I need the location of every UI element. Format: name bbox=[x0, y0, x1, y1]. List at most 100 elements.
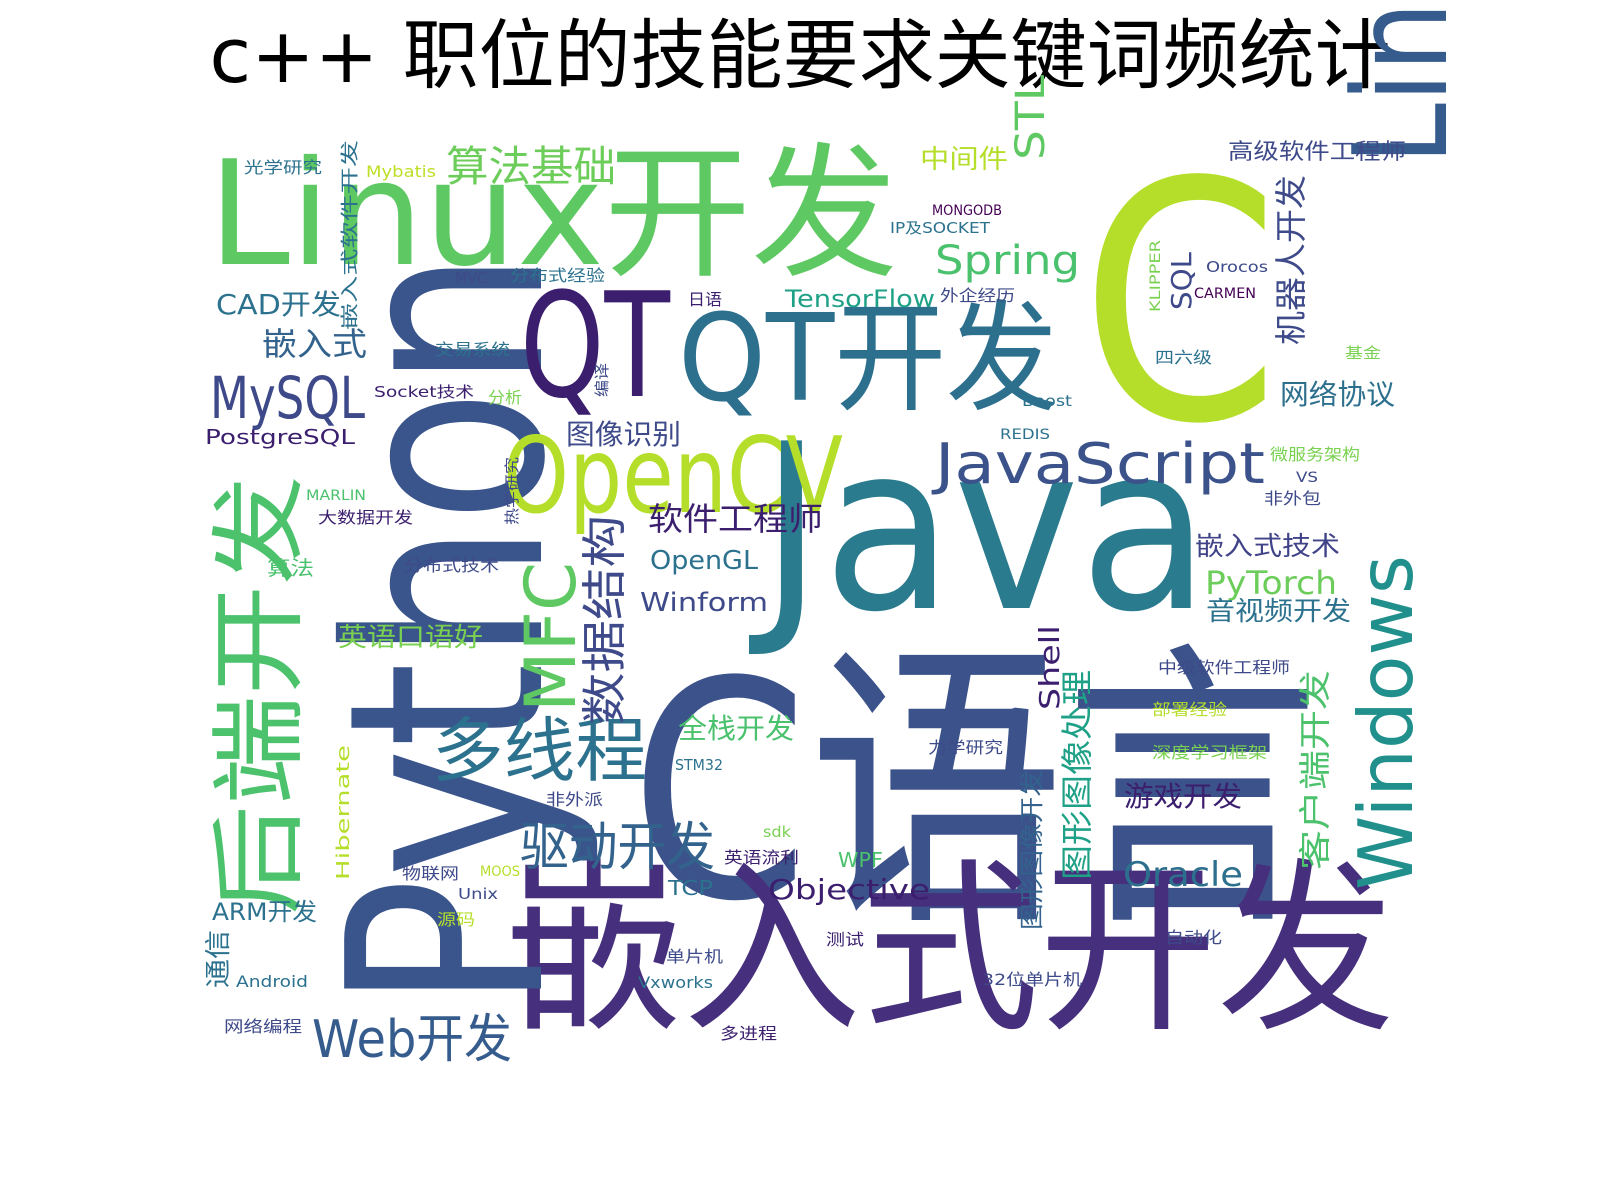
word-16: JavaScript bbox=[931, 432, 1265, 497]
word-38: 嵌入式 bbox=[262, 325, 367, 363]
word-87: 英语流利 bbox=[724, 848, 799, 867]
word-54: 分布式经验 bbox=[510, 266, 605, 285]
word-47: 高级软件工程师 bbox=[1228, 140, 1406, 165]
word-67: PostgreSQL bbox=[205, 425, 356, 449]
word-36: Objective bbox=[768, 873, 930, 906]
word-74: 非外包 bbox=[1264, 489, 1321, 508]
word-85: 物联网 bbox=[402, 864, 459, 883]
word-71: MARLIN bbox=[306, 488, 366, 504]
word-9: QT bbox=[520, 262, 670, 431]
word-77: 中级软件工程师 bbox=[1158, 658, 1290, 677]
word-39: CAD开发 bbox=[216, 288, 341, 321]
word-96: 单片机 bbox=[666, 947, 723, 966]
word-79: 力学研究 bbox=[928, 738, 1003, 757]
word-26: Oracle bbox=[1123, 855, 1243, 895]
word-24: 客户端开发 bbox=[1296, 670, 1334, 870]
word-68: REDIS bbox=[1000, 427, 1050, 443]
word-27: 软件工程师 bbox=[648, 500, 823, 538]
word-6: Linux开发 bbox=[208, 130, 898, 299]
word-4: Python bbox=[290, 250, 605, 1010]
word-73: 大数据开发 bbox=[318, 508, 413, 527]
word-13: MFC bbox=[510, 562, 592, 712]
word-97: Vxworks bbox=[638, 973, 713, 992]
word-84: sdk bbox=[763, 823, 791, 841]
word-5: C bbox=[1080, 112, 1280, 496]
word-31: 嵌入式技术 bbox=[1195, 532, 1340, 562]
word-61: 编译 bbox=[593, 363, 611, 397]
word-44: ARM开发 bbox=[212, 898, 317, 926]
word-12: Windows bbox=[1342, 555, 1430, 890]
word-29: Winform bbox=[640, 588, 768, 618]
word-43: 图形图像开发 bbox=[1018, 770, 1046, 930]
word-81: STM32 bbox=[675, 756, 723, 774]
word-10: OpenCV bbox=[503, 415, 843, 537]
word-25: 图形图像处理 bbox=[1058, 670, 1096, 880]
word-93: 自动化 bbox=[1165, 928, 1222, 947]
word-72: VS bbox=[1296, 470, 1318, 486]
word-55: 日语 bbox=[688, 290, 722, 309]
word-86: MOOS bbox=[480, 864, 520, 880]
word-64: Socket技术 bbox=[374, 383, 474, 401]
word-2: C语言 bbox=[630, 618, 1320, 967]
word-99: 网络编程 bbox=[224, 1017, 302, 1036]
word-83: 非外派 bbox=[546, 790, 603, 809]
word-8: QT开发 bbox=[678, 290, 1058, 429]
word-20: 算法基础 bbox=[446, 142, 616, 191]
word-45: SQL bbox=[1165, 252, 1198, 310]
word-94: 通信 bbox=[204, 930, 234, 988]
word-58: Orocos bbox=[1206, 258, 1268, 276]
word-48: 嵌入式软件开发 bbox=[340, 140, 361, 330]
word-82: Hibernate bbox=[333, 745, 354, 880]
word-69: 热学研究 bbox=[503, 457, 521, 525]
word-53: MVC bbox=[455, 269, 487, 287]
word-66: Boost bbox=[1022, 392, 1072, 410]
word-28: OpenGL bbox=[650, 546, 759, 576]
word-1: Java bbox=[749, 396, 1210, 663]
word-19: MySQL bbox=[210, 364, 365, 432]
word-40: 英语口语好 bbox=[338, 623, 483, 653]
word-14: 多线程 bbox=[432, 710, 647, 792]
word-3: 嵌入式开发 bbox=[505, 842, 1395, 1058]
word-50: Mybatis bbox=[366, 162, 436, 181]
word-76: 分布式技术 bbox=[404, 556, 499, 575]
word-42: Shell bbox=[1033, 625, 1066, 710]
word-18: Web开发 bbox=[312, 1010, 512, 1070]
word-59: CARMEN bbox=[1194, 286, 1256, 302]
word-7: Linux bbox=[1325, 0, 1477, 165]
word-15: 数据结构 bbox=[578, 515, 631, 725]
word-46: 中间件 bbox=[920, 145, 1008, 175]
word-91: 源码 bbox=[437, 910, 475, 929]
word-90: Unix bbox=[458, 885, 498, 903]
word-70: 微服务架构 bbox=[1270, 445, 1360, 464]
word-33: 游戏开发 bbox=[1124, 780, 1242, 813]
word-37: 网络协议 bbox=[1280, 378, 1395, 411]
word-56: 外企经历 bbox=[940, 286, 1015, 305]
word-60: 交易系统 bbox=[435, 340, 510, 359]
word-32: 音视频开发 bbox=[1206, 597, 1351, 627]
word-41: TensorFlow bbox=[784, 285, 935, 313]
word-51: MONGODB bbox=[932, 203, 1002, 219]
word-62: 四六级 bbox=[1155, 348, 1212, 367]
word-49: 光学研究 bbox=[244, 158, 322, 177]
word-100: 多进程 bbox=[720, 1024, 777, 1043]
word-22: STL bbox=[1008, 74, 1054, 160]
word-95: Android bbox=[236, 972, 308, 991]
word-34: 全栈开发 bbox=[678, 712, 794, 745]
word-65: 分析 bbox=[488, 388, 522, 407]
word-88: WPF bbox=[838, 848, 883, 872]
word-52: IP及SOCKET bbox=[890, 219, 991, 237]
word-98: 32位单片机 bbox=[982, 970, 1082, 989]
word-89: TCP bbox=[667, 876, 713, 900]
word-11: 后端开发 bbox=[205, 475, 315, 915]
word-17: 驱动开发 bbox=[520, 818, 715, 878]
word-30: PyTorch bbox=[1205, 564, 1337, 602]
word-80: 深度学习框架 bbox=[1152, 743, 1267, 762]
chart-title: c++ 职位的技能要求关键词频统计 bbox=[209, 11, 1391, 100]
word-23: 机器人开发 bbox=[1272, 175, 1310, 345]
word-35: 图像识别 bbox=[566, 418, 681, 451]
word-78: 部署经验 bbox=[1152, 700, 1227, 719]
word-75: 算法 bbox=[267, 556, 314, 580]
word-92: 测试 bbox=[826, 930, 864, 949]
word-57: KLIPPER bbox=[1148, 240, 1164, 312]
